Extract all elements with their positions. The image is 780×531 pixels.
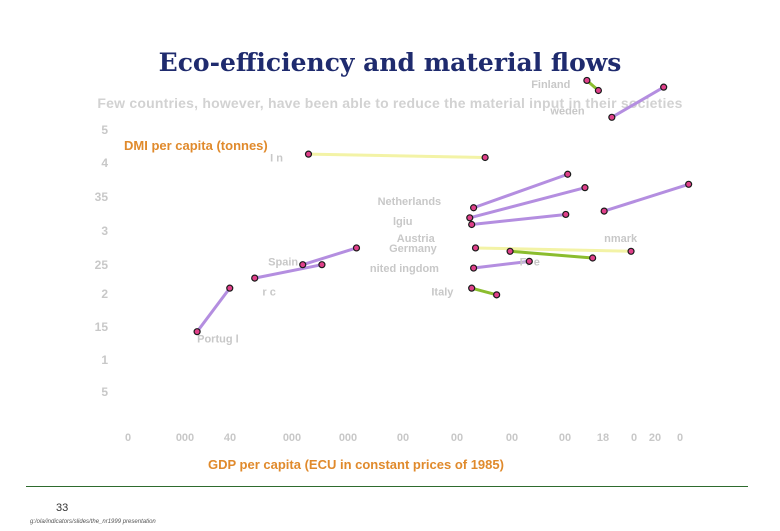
y-tick-label: 5	[101, 385, 108, 399]
x-tick-label: 0	[125, 432, 131, 444]
trajectory-portugal	[195, 286, 232, 334]
point-greece-start	[251, 274, 259, 282]
x-tick-labels: 0 000 40 000 000 00 00 00 00 18 0 20 0	[125, 432, 683, 444]
x-tick-label: 00	[559, 432, 571, 444]
point-greece-end	[318, 261, 326, 269]
point-austria-end	[562, 210, 570, 219]
label-italy: Italy	[431, 287, 454, 299]
country-labels: Finland weden I n Netherlands lgiu nmark Austr…	[197, 79, 638, 346]
point-denmark-start	[600, 207, 608, 215]
label-finland: Finland	[531, 79, 570, 91]
point-finland-end	[594, 86, 603, 95]
y-tick-label: 35	[95, 190, 109, 204]
point-finland-start	[583, 76, 591, 85]
point-sweden-end	[660, 83, 668, 91]
point-belgium-end	[581, 184, 589, 192]
trajectory-germany	[474, 246, 633, 253]
x-tick-label: 000	[176, 432, 194, 444]
x-tick-label: 000	[339, 432, 357, 444]
label-greece: r c	[262, 287, 275, 299]
label-sweden: weden	[549, 106, 585, 118]
point-sweden-start	[608, 113, 616, 121]
point-austria-start	[468, 220, 476, 229]
label-portugal: Portug l	[197, 333, 239, 345]
point-united-kingdom-start	[470, 264, 478, 272]
point-italy-end	[493, 291, 501, 299]
point-france-end	[589, 254, 597, 262]
x-tick-label: 0	[677, 432, 683, 444]
page-number: 33	[56, 502, 69, 514]
label-denmark: nmark	[604, 233, 638, 245]
trajectory-greece	[253, 263, 324, 280]
y-tick-label: 4	[101, 156, 108, 170]
point-spain-end	[352, 244, 361, 252]
x-tick-label: 00	[451, 432, 463, 444]
label-netherlands: Netherlands	[378, 196, 442, 208]
x-tick-label: 00	[506, 432, 518, 444]
trajectory-denmark	[602, 182, 691, 213]
trajectory-belgium	[468, 186, 587, 220]
point-italy-start	[468, 284, 476, 292]
slide-subtitle: Few countries, however, have been able t…	[97, 95, 683, 111]
y-axis-label: DMI per capita (tonnes)	[124, 138, 268, 153]
y-tick-label: 1	[101, 353, 108, 367]
label-spain: Spain	[268, 256, 298, 268]
x-tick-label: 000	[283, 432, 301, 444]
data-points	[193, 76, 693, 336]
trajectory-spain	[301, 246, 358, 267]
x-tick-label: 40	[224, 432, 236, 444]
y-tick-label: 5	[101, 123, 108, 137]
x-tick-label: 20	[649, 432, 661, 444]
point-ireland-end	[481, 153, 489, 162]
y-tick-label: 3	[101, 224, 108, 238]
point-ireland-start	[304, 150, 313, 158]
footer-path: g:/ola/indicators/slides/the_nr1999 pres…	[30, 519, 156, 525]
point-belgium-start	[466, 214, 474, 222]
country-trajectories	[195, 78, 691, 334]
label-austria: Austria	[397, 233, 436, 245]
x-axis-label: GDP per capita (ECU in constant prices o…	[208, 457, 504, 472]
point-netherlands-start	[470, 204, 478, 212]
y-tick-label: 2	[101, 287, 108, 301]
slide-title: Eco-efficiency and material flows	[158, 48, 622, 77]
point-denmark-end	[685, 180, 693, 188]
label-belgium: lgiu	[393, 216, 413, 228]
y-tick-label: 25	[95, 258, 109, 272]
trajectory-united-kingdom	[472, 259, 531, 270]
trajectory-sweden	[610, 85, 666, 119]
point-france-start	[506, 247, 514, 255]
trajectory-netherlands	[472, 172, 570, 210]
x-tick-label: 0	[631, 432, 637, 444]
point-portugal-start	[193, 328, 201, 336]
label-ireland: I n	[270, 153, 283, 165]
point-spain-start	[299, 261, 307, 269]
trajectory-ireland	[306, 152, 487, 159]
point-portugal-end	[226, 284, 234, 292]
label-germany: Germany	[389, 243, 438, 255]
point-netherlands-end	[564, 170, 572, 178]
point-united-kingdom-end	[525, 257, 533, 265]
footer-divider	[26, 486, 748, 487]
trajectory-italy	[470, 286, 499, 297]
x-tick-label: 00	[397, 432, 409, 444]
point-germany-end	[627, 247, 635, 255]
point-germany-start	[471, 244, 480, 252]
y-tick-label: 15	[95, 320, 109, 334]
x-tick-label: 18	[597, 432, 609, 444]
trajectory-austria	[470, 212, 568, 226]
label-united-kingdom: nited ingdom	[370, 263, 439, 275]
trajectory-france	[508, 249, 595, 260]
